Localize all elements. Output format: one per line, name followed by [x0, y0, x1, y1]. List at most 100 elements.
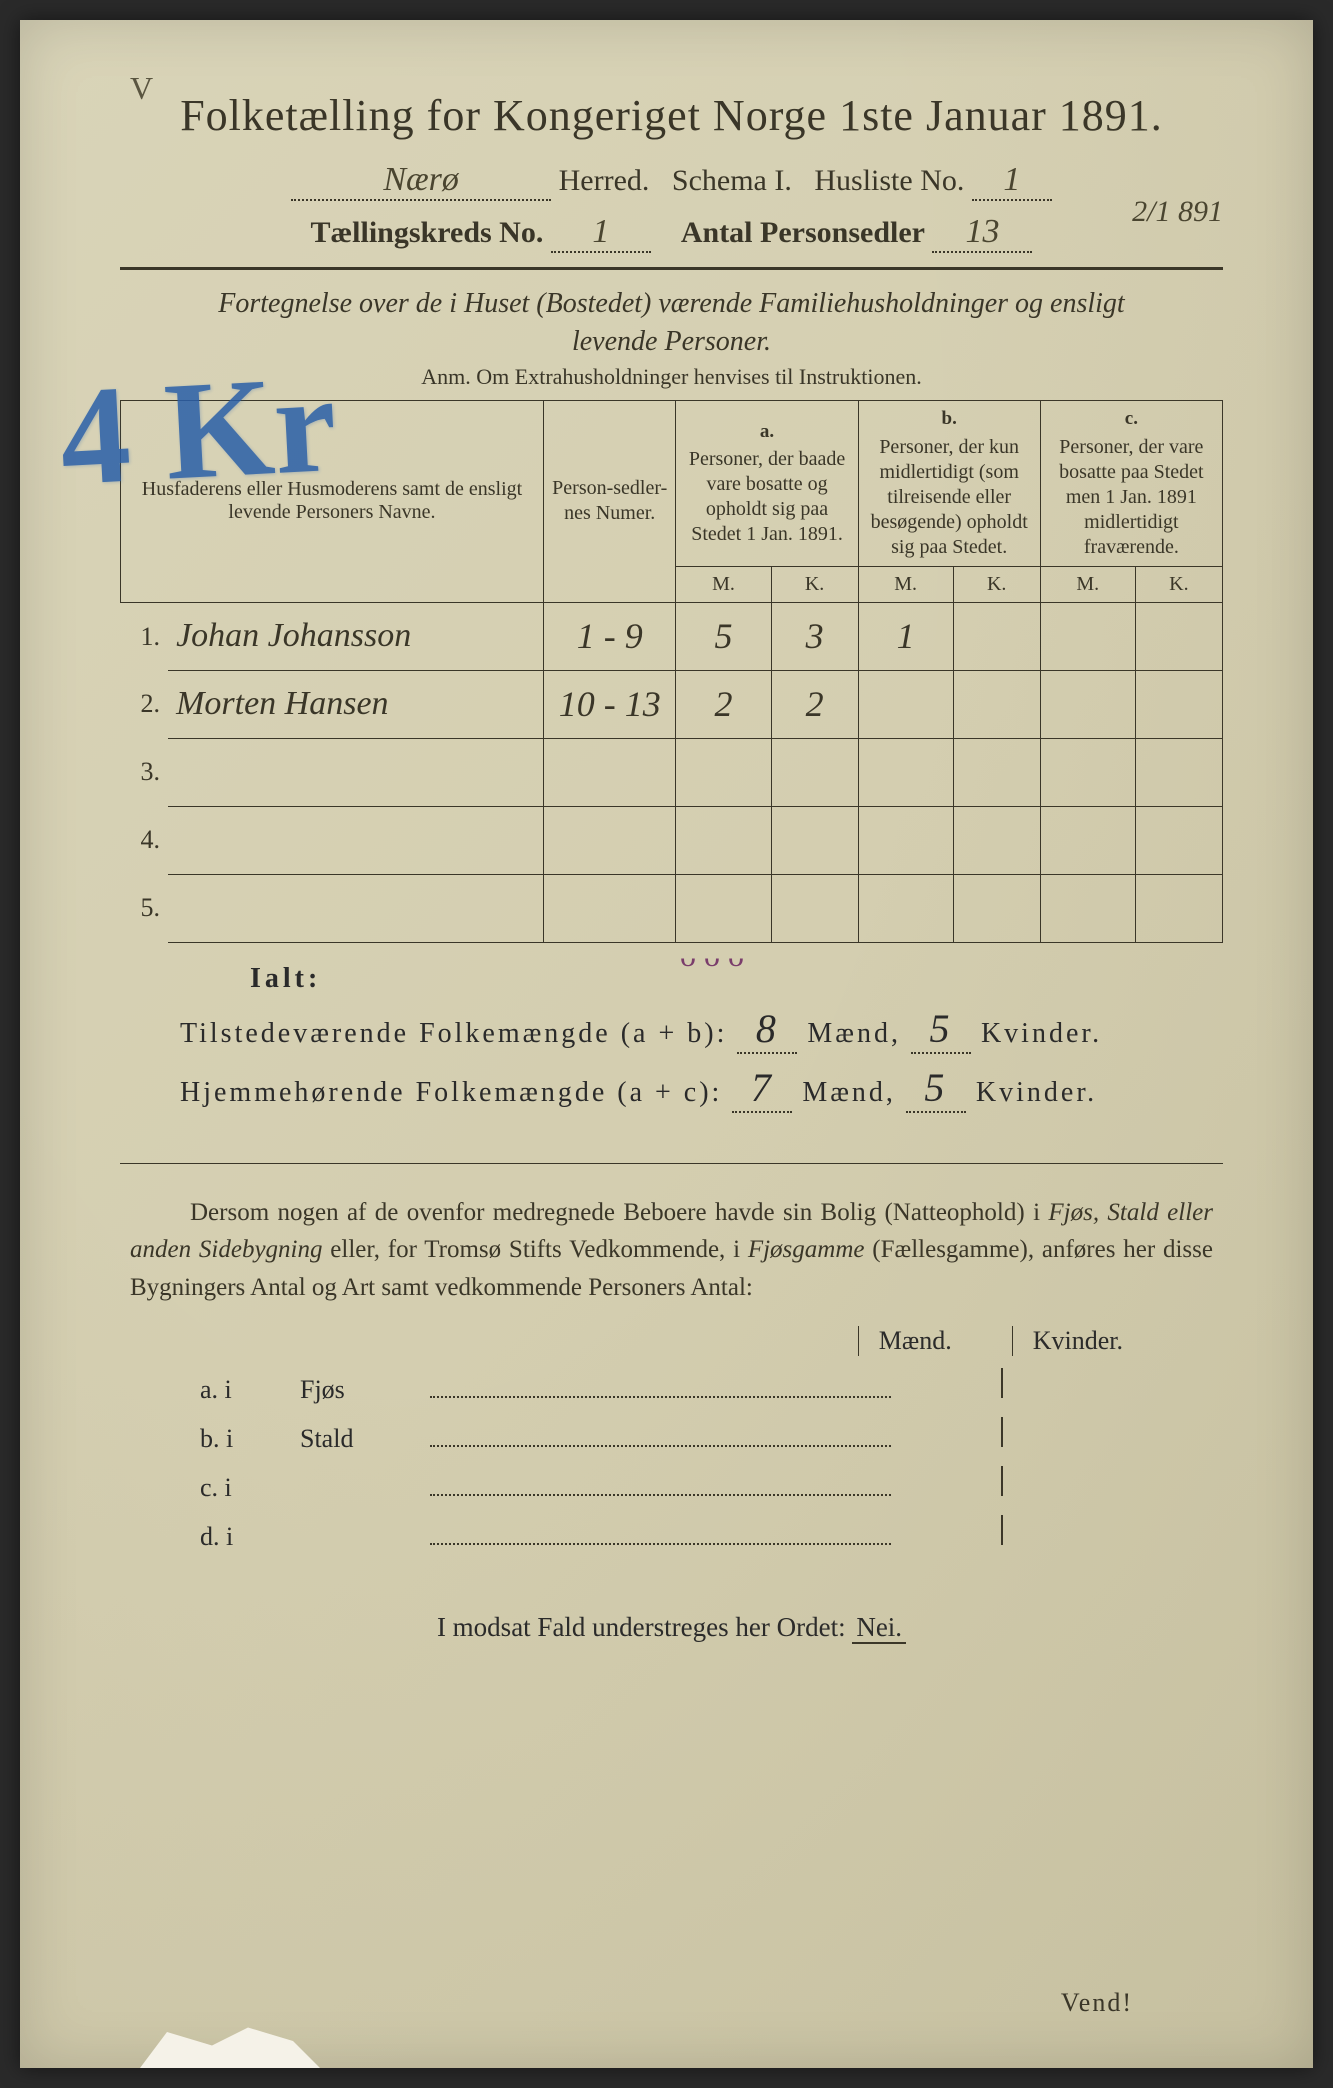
row-name [168, 874, 543, 942]
totals-2-k: 5 [906, 1064, 966, 1113]
herred-value: Nærø [291, 161, 551, 201]
row-bm [858, 738, 953, 806]
lower-row-sep [1001, 1368, 1003, 1398]
mark-v: V [130, 70, 153, 107]
divider [120, 267, 1223, 270]
lower-rows: a. i Fjøs b. i Stald c. i d. i [120, 1368, 1223, 1552]
th-bm: M. [858, 566, 953, 602]
row-person-num [543, 806, 675, 874]
herred-label: Herred. [559, 164, 650, 197]
totals-1-k-label: Kvinder. [981, 1018, 1102, 1049]
lower-row: c. i [200, 1466, 1223, 1503]
row-number: 1. [121, 602, 169, 670]
th-person-num: Person-sedler-nes Numer. [543, 401, 675, 603]
row-number: 4. [121, 806, 169, 874]
row-bk [953, 738, 1040, 806]
totals-1-k: 5 [911, 1005, 971, 1054]
row-am: 5 [676, 602, 771, 670]
row-am [676, 874, 771, 942]
row-bk [953, 806, 1040, 874]
row-ak [771, 874, 858, 942]
th-a: a. Personer, der baade vare bosatte og o… [676, 401, 858, 567]
row-name: Johan Johansson [168, 602, 543, 670]
purple-checkmarks: ᴗ ᴗ ᴗ [680, 937, 744, 974]
lower-row: d. i [200, 1515, 1223, 1552]
row-ak [771, 806, 858, 874]
row-number: 3. [121, 738, 169, 806]
lower-row-type: Stald [300, 1424, 420, 1454]
lower-maend: Mænd. [858, 1326, 952, 1356]
nei-word: Nei. [852, 1612, 906, 1644]
row-cm [1040, 806, 1135, 874]
row-name [168, 738, 543, 806]
lower-row-sep [1001, 1515, 1003, 1545]
row-name: Morten Hansen [168, 670, 543, 738]
table-row: 4. [121, 806, 1223, 874]
th-b-text: Personer, der kun midlertidigt (som tilr… [871, 436, 1028, 558]
row-cm [1040, 738, 1135, 806]
torn-edge [140, 2023, 320, 2068]
row-bm [858, 806, 953, 874]
row-am [676, 738, 771, 806]
subtitle-1: Fortegnelse over de i Huset (Bostedet) v… [120, 288, 1223, 320]
row-ck [1135, 670, 1222, 738]
lower-row-type: Fjøs [300, 1375, 420, 1405]
totals-2-label: Hjemmehørende Folkemængde (a + c): [180, 1077, 722, 1108]
lower-row-label: b. i [200, 1424, 300, 1454]
row-cm [1040, 874, 1135, 942]
lower-row-dots [430, 1445, 891, 1447]
table-row: 2. Morten Hansen 10 - 13 2 2 [121, 670, 1223, 738]
antal-label: Antal Personsedler [681, 216, 925, 249]
row-person-num: 1 - 9 [543, 602, 675, 670]
row-number: 2. [121, 670, 169, 738]
th-a-label: a. [684, 420, 849, 444]
row-bk [953, 874, 1040, 942]
row-number: 5. [121, 874, 169, 942]
nei-line: I modsat Fald understreges her Ordet: Ne… [120, 1612, 1223, 1643]
th-b: b. Personer, der kun midlertidigt (som t… [858, 401, 1040, 567]
th-am: M. [676, 566, 771, 602]
totals-2-m-label: Mænd, [802, 1077, 896, 1108]
th-c-label: c. [1049, 407, 1214, 431]
th-b-label: b. [867, 407, 1032, 431]
lower-row-label: d. i [200, 1522, 300, 1552]
schema-label: Schema I. [672, 164, 792, 197]
husliste-value: 1 [972, 161, 1052, 201]
para-em2: Fjøsgamme [748, 1236, 865, 1263]
totals-2-k-label: Kvinder. [976, 1077, 1097, 1108]
row-name [168, 806, 543, 874]
row-bm: 1 [858, 602, 953, 670]
th-c: c. Personer, der vare bosatte paa Stedet… [1040, 401, 1222, 567]
totals-1-label: Tilstedeværende Folkemængde (a + b): [180, 1018, 727, 1049]
nei-pre: I modsat Fald understreges her Ordet: [437, 1612, 852, 1642]
kreds-value: 1 [551, 213, 651, 253]
husliste-label: Husliste No. [814, 164, 964, 197]
divider-2 [120, 1163, 1223, 1164]
row-person-num [543, 874, 675, 942]
th-c-text: Personer, der vare bosatte paa Stedet me… [1059, 436, 1203, 558]
table-row: 1. Johan Johansson 1 - 9 5 3 1 [121, 602, 1223, 670]
th-ak: K. [771, 566, 858, 602]
row-ck [1135, 738, 1222, 806]
row-ck [1135, 874, 1222, 942]
totals-1-m: 8 [737, 1005, 797, 1054]
lower-row: a. i Fjøs [200, 1368, 1223, 1405]
vend-label: Vend! [1061, 1988, 1133, 2018]
header-line-1: Nærø Herred. Schema I. Husliste No. 1 [120, 161, 1223, 201]
totals-1-m-label: Mænd, [807, 1018, 901, 1049]
th-bk: K. [953, 566, 1040, 602]
antal-value: 13 [932, 213, 1032, 253]
table-row: 3. [121, 738, 1223, 806]
totals-line-1: Tilstedeværende Folkemængde (a + b): 8 M… [120, 1005, 1223, 1054]
page-title: Folketælling for Kongeriget Norge 1ste J… [120, 90, 1223, 141]
blue-pencil-mark: 4 Kr [56, 343, 340, 518]
date-corner: 2/1 891 [1132, 195, 1223, 229]
row-bm [858, 874, 953, 942]
row-ak: 3 [771, 602, 858, 670]
row-bm [858, 670, 953, 738]
lower-row: b. i Stald [200, 1417, 1223, 1454]
lower-kvinder: Kvinder. [1012, 1326, 1123, 1356]
th-cm: M. [1040, 566, 1135, 602]
row-cm [1040, 670, 1135, 738]
lower-row-sep [1001, 1466, 1003, 1496]
